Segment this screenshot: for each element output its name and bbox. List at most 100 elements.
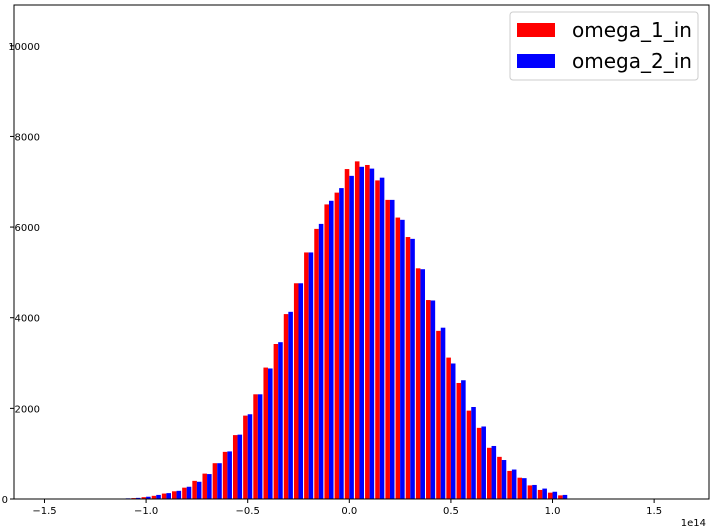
bar-omega-1 xyxy=(486,447,492,499)
bar-omega-1 xyxy=(344,169,350,499)
bar-omega-2 xyxy=(450,363,456,499)
bar-omega-2 xyxy=(471,407,476,499)
bar-omega-1 xyxy=(202,473,208,499)
bar-omega-1 xyxy=(426,300,431,499)
bar-omega-2 xyxy=(328,200,334,500)
bar-omega-2 xyxy=(318,223,324,499)
bar-omega-2 xyxy=(430,300,436,499)
y-tick-label: 4000 xyxy=(15,314,40,325)
bar-omega-2 xyxy=(268,368,273,499)
bar-omega-1 xyxy=(527,485,533,499)
bar-omega-1 xyxy=(395,217,401,499)
bar-omega-2 xyxy=(410,238,415,500)
bar-omega-2 xyxy=(542,488,547,499)
y-tick-label: 8000 xyxy=(15,132,40,143)
bar-omega-2 xyxy=(562,494,568,499)
bar-omega-2 xyxy=(511,469,517,499)
bar-omega-1 xyxy=(304,252,309,499)
bar-omega-2 xyxy=(288,311,293,499)
legend-label-omega-2: omega_2_in xyxy=(572,49,692,73)
bar-omega-2 xyxy=(176,490,182,499)
bar-omega-2 xyxy=(440,327,446,499)
bar-omega-2 xyxy=(491,445,497,499)
plot-frame xyxy=(13,4,710,500)
bar-omega-2 xyxy=(501,460,507,499)
bar-omega-2 xyxy=(522,478,527,499)
bar-omega-1 xyxy=(263,367,269,499)
bar-omega-1 xyxy=(415,268,421,499)
x-tick-label: 0.5 xyxy=(443,506,459,517)
bar-omega-2 xyxy=(369,168,375,500)
bar-omega-1 xyxy=(273,344,279,499)
x-axis-offset-label: 1e14 xyxy=(681,518,706,529)
bar-omega-1 xyxy=(436,330,441,499)
bar-omega-1 xyxy=(192,480,197,499)
bar-omega-1 xyxy=(314,228,319,499)
bar-omega-1 xyxy=(334,192,340,499)
legend-swatch-omega-2 xyxy=(517,54,555,68)
x-tick-label: 1.0 xyxy=(545,506,561,517)
bar-omega-1 xyxy=(354,161,360,500)
bar-omega-2 xyxy=(339,188,344,499)
bar-omega-1 xyxy=(182,487,187,499)
bar-omega-1 xyxy=(172,491,177,499)
bar-omega-1 xyxy=(466,410,472,499)
bar-omega-1 xyxy=(497,456,502,499)
bar-omega-2 xyxy=(156,494,161,499)
bar-omega-1 xyxy=(547,492,553,499)
bar-omega-1 xyxy=(222,451,228,499)
bar-omega-1 xyxy=(558,495,563,499)
x-tick-label: −1.0 xyxy=(134,506,158,517)
bar-omega-2 xyxy=(207,474,212,499)
bar-omega-2 xyxy=(359,166,365,500)
bar-omega-2 xyxy=(237,434,243,499)
legend: omega_1_in omega_2_in xyxy=(509,11,699,81)
bar-omega-1 xyxy=(517,477,523,499)
bar-omega-1 xyxy=(141,497,147,499)
bar-omega-2 xyxy=(461,380,466,499)
bar-omega-2 xyxy=(298,283,304,499)
x-tick-label: −1.5 xyxy=(32,506,56,517)
y-axis-ticks: 0 2000 4000 6000 8000 10000 xyxy=(2,42,40,506)
bar-omega-2 xyxy=(166,493,171,499)
bar-omega-1 xyxy=(293,283,299,499)
bar-omega-1 xyxy=(446,357,451,499)
bar-omega-2 xyxy=(400,219,405,499)
x-tick-label: −0.5 xyxy=(236,506,260,517)
x-tick-label: 1.5 xyxy=(646,506,662,517)
bar-omega-1 xyxy=(161,493,167,499)
x-tick-label: 0.0 xyxy=(341,506,357,517)
legend-box xyxy=(509,11,699,81)
legend-label-omega-1: omega_1_in xyxy=(572,18,692,42)
bar-omega-1 xyxy=(151,495,157,499)
bar-omega-1 xyxy=(253,394,258,499)
bar-omega-1 xyxy=(365,164,370,500)
y-tick-label: 6000 xyxy=(15,223,40,234)
x-axis-ticks: −1.5 −1.0 −0.5 0.0 0.5 1.0 1.5 xyxy=(32,499,662,517)
bar-omega-1 xyxy=(324,204,329,499)
bar-omega-1 xyxy=(507,470,512,499)
legend-swatch-omega-1 xyxy=(517,23,555,37)
bar-omega-1 xyxy=(537,489,543,499)
bar-omega-2 xyxy=(278,342,283,499)
bar-omega-1 xyxy=(405,237,411,500)
bar-omega-2 xyxy=(389,199,395,499)
bar-omega-1 xyxy=(212,463,218,499)
bar-omega-2 xyxy=(379,177,385,500)
y-tick-label: 2000 xyxy=(15,404,40,415)
bars-group xyxy=(121,161,568,500)
bar-omega-2 xyxy=(186,486,192,499)
bar-omega-2 xyxy=(146,496,151,499)
bar-omega-1 xyxy=(283,314,289,499)
bar-omega-2 xyxy=(135,497,141,499)
bar-omega-2 xyxy=(227,451,232,499)
bar-omega-2 xyxy=(349,175,354,500)
bar-omega-1 xyxy=(456,382,462,499)
bar-omega-1 xyxy=(243,415,248,499)
bar-omega-2 xyxy=(308,252,314,499)
bar-omega-2 xyxy=(196,481,202,499)
bar-omega-2 xyxy=(257,394,263,499)
bar-omega-1 xyxy=(476,427,482,499)
bar-omega-2 xyxy=(481,426,486,499)
